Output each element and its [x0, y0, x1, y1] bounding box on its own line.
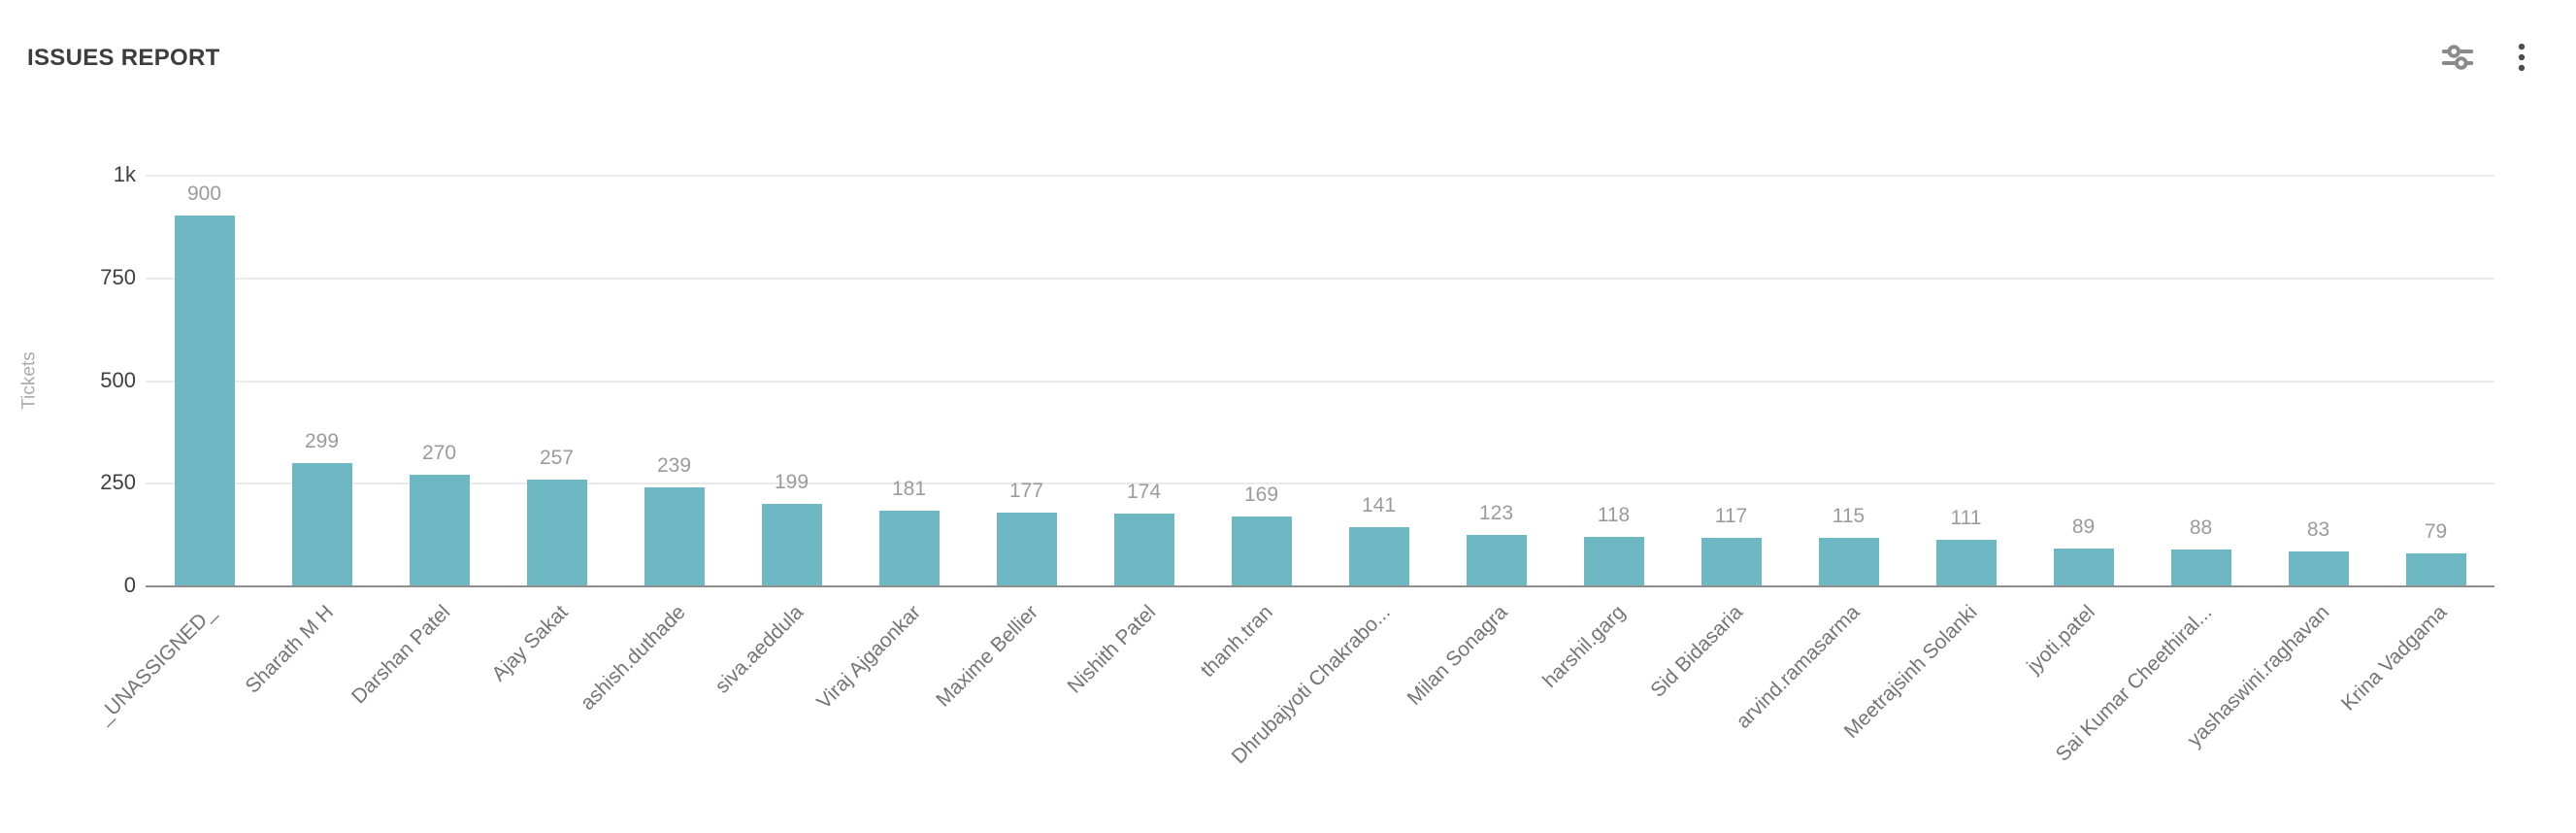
bar[interactable] — [1113, 514, 1174, 585]
bar-slot: 299 Sharath M H — [241, 175, 380, 698]
bar[interactable] — [996, 513, 1057, 585]
bar-slot: 900 _UNASSIGNED_ — [93, 175, 263, 728]
y-tick-label: 250 — [100, 470, 136, 495]
bar-value-label: 89 — [2071, 516, 2096, 539]
bar-value-label: 270 — [421, 441, 457, 464]
bar-slot: 89 jyoti.patel — [2023, 175, 2142, 678]
bar-slot: 174 Nishith Patel — [1063, 175, 1203, 698]
gridline — [146, 380, 2494, 383]
chart-settings-button[interactable] — [2436, 37, 2479, 80]
x-category-label: Sharath M H — [241, 601, 338, 698]
bar-slot: 118 harshil.garg — [1538, 175, 1672, 692]
bar-slot: 115 arvind.ramasarma — [1733, 175, 1907, 733]
x-category-label: Milan Sonagra — [1403, 601, 1512, 711]
bar-value-label: 177 — [1008, 480, 1044, 503]
bar[interactable] — [761, 503, 822, 585]
y-tick-label: 1k — [113, 162, 136, 186]
bar[interactable] — [644, 486, 705, 585]
bar[interactable] — [1935, 540, 1997, 585]
x-category-label: Darshan Patel — [347, 601, 455, 709]
bars-row: 900 _UNASSIGNED_ 299 Sharath M H 270 Darshan … — [93, 175, 2494, 768]
bar[interactable] — [1701, 537, 1762, 585]
bar-value-label: 88 — [2189, 516, 2213, 539]
x-category-label: Meetrajsinh Solanki — [1839, 601, 1982, 743]
bar-value-label: 118 — [1597, 504, 1631, 527]
widget-header: ISSUES REPORT — [27, 37, 2543, 80]
page-title: ISSUES REPORT — [27, 45, 220, 71]
bar-value-label: 239 — [656, 453, 692, 477]
bar[interactable] — [1231, 516, 1292, 585]
y-tick-label: 500 — [100, 367, 136, 392]
kebab-menu-icon — [2507, 41, 2536, 77]
bar[interactable] — [174, 216, 235, 585]
x-category-label: _UNASSIGNED_ — [92, 601, 220, 728]
bar[interactable] — [1348, 527, 1409, 585]
bar-value-label: 79 — [2424, 519, 2448, 543]
bar[interactable] — [2170, 549, 2231, 585]
bar-value-label: 111 — [1950, 507, 1982, 530]
x-category-label: ashish.duthade — [576, 601, 690, 715]
bar-slot: 270 Darshan Patel — [347, 175, 498, 708]
bar[interactable] — [878, 511, 940, 585]
bar-value-label: 123 — [1478, 501, 1514, 524]
gridline — [146, 277, 2494, 280]
bar-slot: 117 Sid Bidasaria — [1646, 175, 1790, 702]
x-category-label: Viraj Ajgaonkar — [811, 601, 925, 714]
x-category-label: Ajay Sakat — [487, 601, 573, 686]
y-tick-label: 750 — [100, 264, 136, 289]
bar[interactable] — [1466, 534, 1527, 585]
x-category-label: Sid Bidasaria — [1646, 601, 1747, 702]
y-tick-label: 0 — [123, 573, 136, 597]
bar-slot: 177 Maxime Bellier — [932, 175, 1085, 712]
bar-slot: 257 Ajay Sakat — [488, 175, 615, 685]
bar-value-label: 117 — [1714, 504, 1748, 527]
bar-value-label: 257 — [539, 447, 575, 470]
bar-slot: 199 siva.aeddula — [710, 175, 850, 698]
plot-area: 900 _UNASSIGNED_ 299 Sharath M H 270 Darshan … — [93, 175, 2494, 768]
more-options-button[interactable] — [2500, 37, 2543, 80]
bar-value-label: 83 — [2306, 517, 2330, 541]
bar-value-label: 199 — [774, 470, 809, 493]
x-category-label: Nishith Patel — [1063, 601, 1160, 698]
x-category-label: thanh.tran — [1196, 601, 1277, 683]
bar[interactable] — [1818, 538, 1879, 585]
bar-slot: 111 Meetrajsinh Solanki — [1840, 175, 2025, 743]
bar[interactable] — [2288, 550, 2349, 585]
x-category-label: harshil.garg — [1537, 601, 1630, 692]
bar[interactable] — [2405, 552, 2466, 585]
bar-slot: 83 yashaswini.raghavan — [2184, 175, 2377, 751]
bar-value-label: 141 — [1361, 494, 1397, 517]
bar-slot: 181 Viraj Ajgaonkar — [812, 175, 968, 714]
bar-slot: 239 ashish.duthade — [577, 175, 733, 715]
x-axis-line — [146, 585, 2494, 587]
gridline — [146, 175, 2494, 177]
bar-slot: 123 Milan Sonagra — [1404, 175, 1555, 710]
bar[interactable] — [526, 480, 587, 585]
bar-slot: 88 Sai Kumar Cheethiral... — [2052, 175, 2260, 766]
bar-value-label: 115 — [1832, 505, 1866, 528]
x-category-label: arvind.ramasarma — [1732, 601, 1865, 733]
sliders-icon — [2440, 40, 2475, 78]
bar-slot: 169 thanh.tran — [1197, 175, 1320, 682]
bar[interactable] — [1583, 537, 1644, 585]
bar-value-label: 169 — [1243, 483, 1279, 506]
bar-value-label: 174 — [1126, 481, 1162, 504]
bar-value-label: 900 — [186, 183, 222, 206]
bar-value-label: 299 — [304, 429, 340, 452]
bar-slot: 141 Dhrubajyoti Chakrabo... — [1227, 175, 1437, 768]
x-category-label: siva.aeddula — [710, 601, 808, 698]
x-category-label: Krina Vadgama — [2337, 601, 2452, 716]
x-category-label: Maxime Bellier — [932, 601, 1042, 712]
bar[interactable] — [409, 474, 470, 585]
bar[interactable] — [291, 462, 352, 585]
bar[interactable] — [2053, 549, 2114, 585]
bar-value-label: 181 — [891, 478, 927, 501]
bar-slot: 79 Krina Vadgama — [2337, 175, 2494, 716]
x-category-label: jyoti.patel — [2022, 601, 2099, 678]
gridline — [146, 483, 2494, 485]
